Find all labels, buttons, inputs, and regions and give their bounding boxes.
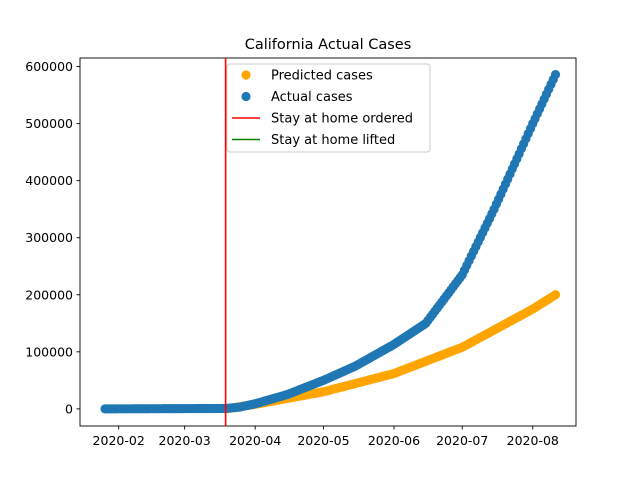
legend-marker	[241, 91, 251, 102]
x-tick-label: 2020-04	[229, 433, 281, 448]
chart-title: California Actual Cases	[245, 37, 412, 53]
legend-label: Predicted cases	[271, 69, 373, 84]
x-tick-label: 2020-03	[159, 433, 211, 448]
legend-box	[226, 63, 431, 153]
legend-marker	[241, 70, 251, 80]
series-actual-cases	[100, 69, 561, 414]
x-tick-label: 2020-06	[368, 433, 420, 448]
y-tick-label: 100000	[25, 344, 73, 359]
y-tick-label: 400000	[25, 173, 73, 188]
x-tick-label: 2020-08	[507, 433, 559, 448]
y-tick-label: 600000	[25, 59, 73, 74]
y-tick-label: 500000	[25, 116, 73, 131]
x-tick-label: 2020-05	[297, 433, 349, 448]
legend: Predicted cases Actual cases Stay at home …	[226, 63, 431, 153]
x-tick-label: 2020-02	[93, 433, 145, 448]
data-point	[550, 290, 561, 300]
y-tick-label: 200000	[25, 287, 73, 302]
legend-label: Actual cases	[271, 90, 353, 105]
data-point	[550, 69, 561, 80]
y-tick-label: 300000	[25, 230, 73, 245]
y-tick-label: 0	[65, 401, 73, 416]
legend-label: Stay at home lifted	[271, 133, 395, 148]
x-tick-label: 2020-07	[436, 433, 488, 448]
legend-label: Stay at home ordered	[271, 112, 413, 127]
axes-frame	[79, 57, 577, 427]
